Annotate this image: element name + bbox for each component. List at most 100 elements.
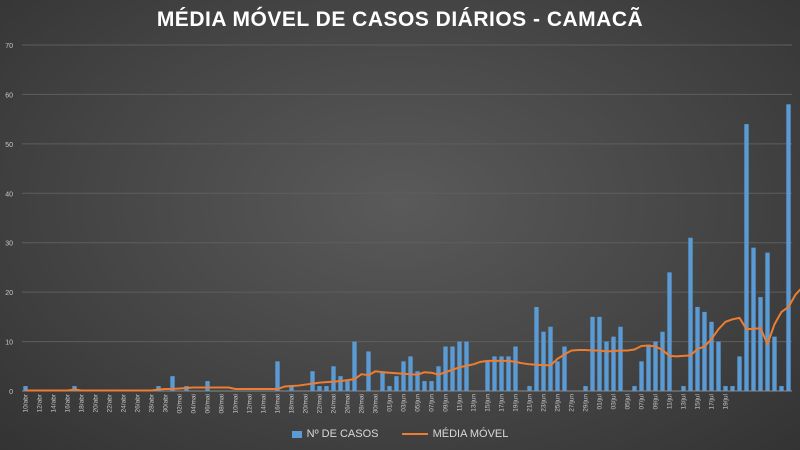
legend: Nº DE CASOS MÉDIA MÓVEL: [0, 428, 800, 440]
x-tick-label: 22/abr: [107, 393, 114, 412]
y-tick-label: 20: [5, 290, 13, 297]
x-tick-label: 18/abr: [79, 393, 86, 412]
bar-mark: [646, 346, 651, 391]
bar-mark: [548, 326, 553, 391]
x-tick-label: 27/jun: [569, 394, 576, 412]
bar-mark: [604, 341, 609, 391]
bar-mark: [779, 386, 784, 391]
line-series: [25, 288, 800, 392]
bar-mark: [716, 341, 721, 391]
bar-mark: [289, 386, 294, 391]
bar-mark: [366, 351, 371, 391]
legend-line-swatch: [401, 433, 428, 436]
x-tick-label: 15/jul: [695, 393, 702, 409]
y-tick-label: 30: [5, 241, 13, 248]
legend-item-casos: Nº DE CASOS: [291, 428, 379, 441]
x-tick-label: 21/jun: [527, 394, 534, 412]
bar-mark: [590, 316, 595, 391]
x-tick-label: 10/abr: [23, 393, 30, 412]
x-tick-label: 10/mai: [233, 394, 240, 414]
x-tick-label: 11/jul: [667, 393, 674, 409]
bar-mark: [499, 356, 504, 391]
bar-mark: [310, 371, 315, 391]
bar-mark: [422, 381, 427, 391]
legend-item-media: MÉDIA MÓVEL: [401, 428, 508, 440]
bar-mark: [786, 104, 791, 391]
y-tick-label: 10: [5, 340, 13, 347]
bar-mark: [597, 316, 602, 391]
bar-mark: [541, 331, 546, 391]
bar-mark: [688, 237, 693, 391]
bar-mark: [492, 356, 497, 391]
x-tick-label: 07/jun: [429, 394, 436, 412]
bar-mark: [205, 381, 210, 391]
bar-mark: [401, 361, 406, 391]
x-tick-label: 26/mai: [345, 394, 352, 414]
x-tick-label: 16/abr: [65, 393, 72, 412]
legend-bar-swatch: [291, 430, 302, 438]
x-tick-label: 17/jun: [499, 394, 506, 412]
bar-mark: [737, 356, 742, 391]
bar-mark: [555, 361, 560, 391]
x-tick-label: 14/abr: [51, 393, 58, 412]
bar-mark: [562, 346, 567, 391]
x-tick-label: 22/mai: [317, 394, 324, 414]
bar-mark: [639, 361, 644, 391]
x-tick-label: 03/jun: [401, 394, 408, 412]
x-tick-label: 20/abr: [93, 393, 100, 412]
bar-mark: [380, 371, 385, 391]
x-tick-label: 01/jul: [597, 393, 604, 409]
x-axis-ticks: 10/abr 12/abr 14/abr 16/abr 18/abr 20/abr 22/a…: [23, 393, 730, 413]
x-tick-label: 30/abr: [163, 393, 170, 412]
bar-mark: [345, 381, 350, 391]
bar-mark: [387, 386, 392, 391]
x-tick-label: 29/jun: [583, 394, 590, 412]
bar-mark: [744, 124, 749, 391]
x-tick-label: 15/jun: [485, 394, 492, 412]
x-tick-label: 20/mai: [303, 394, 310, 414]
x-tick-label: 09/jun: [443, 394, 450, 412]
bar-mark: [730, 386, 735, 391]
x-tick-label: 26/abr: [135, 393, 142, 412]
bar-mark: [352, 341, 357, 391]
y-tick-label: 70: [5, 43, 13, 50]
bar-mark: [709, 321, 714, 391]
bar-mark: [170, 376, 175, 391]
bar-mark: [23, 386, 28, 391]
bar-mark: [772, 336, 777, 391]
x-tick-label: 19/jun: [513, 394, 520, 412]
x-tick-label: 28/abr: [149, 393, 156, 412]
x-tick-label: 13/jun: [471, 394, 478, 412]
bar-mark: [338, 376, 343, 391]
x-tick-label: 25/jun: [555, 394, 562, 412]
bar-mark: [660, 331, 665, 391]
bar-mark: [436, 366, 441, 391]
legend-label-casos: Nº DE CASOS: [306, 428, 379, 441]
bar-mark: [324, 386, 329, 391]
y-tick-label: 40: [5, 191, 13, 198]
bar-mark: [751, 247, 756, 391]
x-tick-label: 30/mai: [373, 394, 380, 414]
x-tick-label: 23/jun: [541, 394, 548, 412]
x-tick-label: 24/abr: [121, 393, 128, 412]
bar-series: [23, 104, 791, 391]
y-tick-label: 0: [9, 389, 13, 396]
x-tick-label: 09/jul: [653, 393, 660, 409]
bar-mark: [506, 356, 511, 391]
bar-mark: [758, 297, 763, 391]
x-tick-label: 18/mai: [289, 394, 296, 414]
x-tick-label: 05/jul: [625, 393, 632, 409]
y-tick-label: 60: [5, 92, 13, 99]
x-tick-label: 01/jun: [387, 394, 394, 412]
grid-lines: [22, 44, 792, 392]
moving-average-line: [25, 288, 800, 392]
bar-mark: [443, 346, 448, 391]
x-tick-label: 12/mai: [247, 394, 254, 414]
bar-mark: [632, 386, 637, 391]
bar-mark: [394, 376, 399, 391]
bar-mark: [429, 381, 434, 391]
x-tick-label: 19/jul: [723, 393, 730, 409]
x-tick-label: 11/jun: [457, 394, 464, 412]
bar-mark: [331, 366, 336, 391]
